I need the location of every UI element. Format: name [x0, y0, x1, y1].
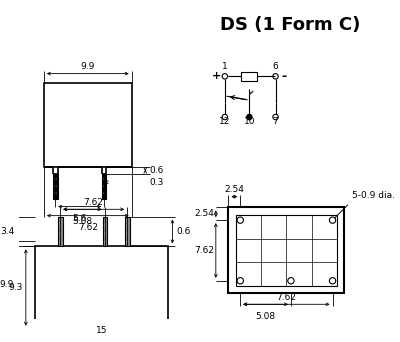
Circle shape	[237, 217, 244, 223]
Text: 3.4: 3.4	[0, 227, 14, 236]
Circle shape	[222, 114, 228, 120]
Text: 9.9: 9.9	[81, 62, 95, 71]
Text: -: -	[281, 70, 286, 83]
Bar	[228, 208, 344, 293]
Circle shape	[222, 74, 228, 79]
Circle shape	[329, 217, 336, 223]
Text: 7.62: 7.62	[78, 223, 98, 232]
Text: 2.54: 2.54	[194, 209, 214, 218]
Text: 7.62: 7.62	[84, 198, 104, 207]
Text: 7: 7	[273, 117, 278, 126]
Text: DS (1 Form C): DS (1 Form C)	[220, 16, 360, 34]
Text: 10: 10	[244, 117, 255, 126]
Circle shape	[273, 74, 278, 79]
Text: 1: 1	[222, 62, 228, 71]
Text: +: +	[212, 71, 221, 81]
Bar	[53, 174, 58, 199]
Circle shape	[237, 278, 244, 284]
Bar	[103, 216, 107, 246]
Bar	[236, 215, 337, 286]
Text: 12: 12	[219, 117, 230, 126]
Circle shape	[246, 114, 252, 120]
Circle shape	[273, 114, 278, 120]
Text: 2.54: 2.54	[224, 185, 244, 194]
Bar	[58, 216, 63, 246]
Text: 0.6: 0.6	[176, 227, 190, 236]
Bar	[44, 83, 132, 167]
Bar	[241, 72, 258, 81]
Text: 15: 15	[96, 326, 107, 335]
Bar	[102, 174, 106, 199]
Text: 5-0.9 dia.: 5-0.9 dia.	[334, 191, 396, 218]
Bar	[35, 246, 168, 329]
Circle shape	[329, 278, 336, 284]
Text: 5.6: 5.6	[72, 214, 87, 223]
Text: 0.3: 0.3	[150, 177, 164, 187]
Text: 7.62: 7.62	[276, 292, 296, 302]
Text: 9.9: 9.9	[0, 280, 14, 289]
Text: 6: 6	[273, 62, 278, 71]
Text: 9.3: 9.3	[9, 283, 23, 292]
Text: 7.62: 7.62	[194, 246, 214, 255]
Text: 0.6: 0.6	[150, 166, 164, 175]
Text: 5.08: 5.08	[256, 312, 276, 320]
Bar	[125, 216, 130, 246]
Circle shape	[288, 278, 294, 284]
Text: 5.08: 5.08	[72, 216, 92, 225]
